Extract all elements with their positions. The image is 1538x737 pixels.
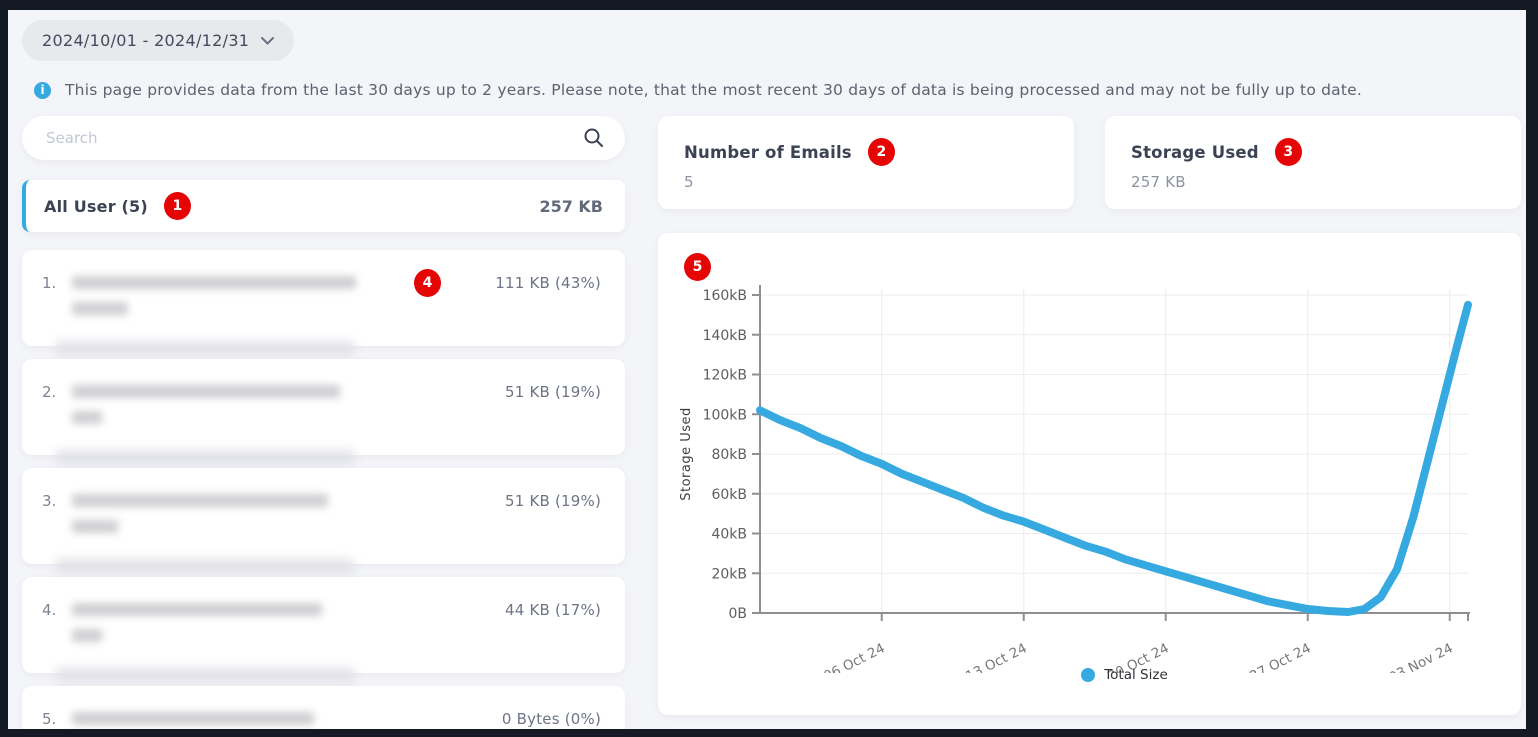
- legend-label: Total Size: [1104, 667, 1168, 683]
- user-size: 51 KB (19%): [505, 383, 601, 401]
- user-row[interactable]: 2. 51 KB (19%): [22, 359, 625, 465]
- user-size: 51 KB (19%): [505, 492, 601, 510]
- user-rank: 5.: [42, 710, 57, 728]
- user-size: 44 KB (17%): [505, 601, 601, 619]
- svg-text:100kB: 100kB: [703, 407, 747, 423]
- stat-value: 257 KB: [1131, 173, 1186, 191]
- search-icon[interactable]: [583, 127, 605, 149]
- redacted-email: [72, 603, 322, 642]
- annotation-badge-4: 4: [414, 269, 441, 297]
- user-list: 1. 4 111 KB (43%) 2. 51 KB (19%) 3.: [22, 250, 625, 729]
- svg-text:160kB: 160kB: [703, 288, 747, 304]
- info-banner-text: This page provides data from the last 30…: [65, 81, 1363, 99]
- redacted-email: [72, 712, 314, 725]
- redacted-email: [72, 494, 328, 533]
- storage-chart-card: 5 0B 20kB 40kB 60kB 80kB 100kB 120kB 140kB 160kB…: [658, 233, 1521, 715]
- info-icon: [34, 81, 51, 99]
- user-rank: 1.: [42, 274, 57, 292]
- all-user-size: 257 KB: [539, 196, 603, 216]
- user-rank: 4.: [42, 601, 57, 619]
- user-row[interactable]: 3. 51 KB (19%): [22, 468, 625, 574]
- svg-text:140kB: 140kB: [703, 328, 747, 344]
- svg-text:03 Nov 24: 03 Nov 24: [1387, 640, 1456, 673]
- user-row[interactable]: 5. 0 Bytes (0%): [22, 686, 625, 729]
- chevron-down-icon: [261, 36, 275, 44]
- annotation-badge-5: 5: [684, 253, 711, 281]
- svg-text:80kB: 80kB: [711, 447, 747, 463]
- user-row[interactable]: 4. 44 KB (17%): [22, 577, 625, 683]
- legend-dot: [1081, 668, 1096, 682]
- user-row[interactable]: 1. 4 111 KB (43%): [22, 250, 625, 356]
- svg-text:60kB: 60kB: [711, 487, 747, 503]
- svg-text:06 Oct 24: 06 Oct 24: [821, 640, 887, 673]
- user-rank: 3.: [42, 492, 57, 510]
- user-rank: 2.: [42, 383, 57, 401]
- redacted-email: [72, 385, 340, 424]
- svg-text:13 Oct 24: 13 Oct 24: [963, 640, 1029, 673]
- redaction-strip: [56, 341, 354, 356]
- stat-title: Storage Used: [1131, 142, 1259, 162]
- svg-text:120kB: 120kB: [703, 368, 747, 384]
- annotation-badge-2: 2: [867, 138, 895, 166]
- redaction-strip: [56, 450, 354, 465]
- search-input[interactable]: [22, 116, 625, 160]
- stat-title: Number of Emails: [684, 142, 852, 162]
- user-size: 0 Bytes (0%): [501, 710, 601, 728]
- date-range-dropdown[interactable]: 2024/10/01 - 2024/12/31: [22, 20, 295, 61]
- redaction-strip: [56, 668, 354, 683]
- svg-text:40kB: 40kB: [711, 527, 747, 543]
- all-user-label: All User (5): [44, 196, 148, 216]
- stat-card-number-of-emails: Number of Emails 2 5: [658, 116, 1074, 209]
- svg-text:27 Oct 24: 27 Oct 24: [1247, 640, 1313, 673]
- storage-line-chart: 0B 20kB 40kB 60kB 80kB 100kB 120kB 140kB 160kB 06…: [679, 285, 1472, 673]
- redacted-email: [72, 276, 356, 315]
- stat-value: 5: [684, 173, 694, 191]
- redaction-strip: [56, 559, 354, 574]
- annotation-badge-1: 1: [163, 192, 191, 220]
- legend-item-total-size[interactable]: Total Size: [1081, 667, 1168, 683]
- stat-card-storage-used: Storage Used 3 257 KB: [1105, 116, 1521, 209]
- all-user-filter[interactable]: All User (5) 1 257 KB: [22, 180, 625, 232]
- info-banner: This page provides data from the last 30…: [34, 81, 1521, 99]
- svg-text:20kB: 20kB: [711, 566, 747, 582]
- user-size: 111 KB (43%): [495, 274, 601, 292]
- svg-text:0B: 0B: [728, 606, 747, 622]
- date-range-label: 2024/10/01 - 2024/12/31: [42, 31, 250, 50]
- annotation-badge-3: 3: [1274, 138, 1302, 166]
- svg-text:Storage Used: Storage Used: [679, 407, 694, 501]
